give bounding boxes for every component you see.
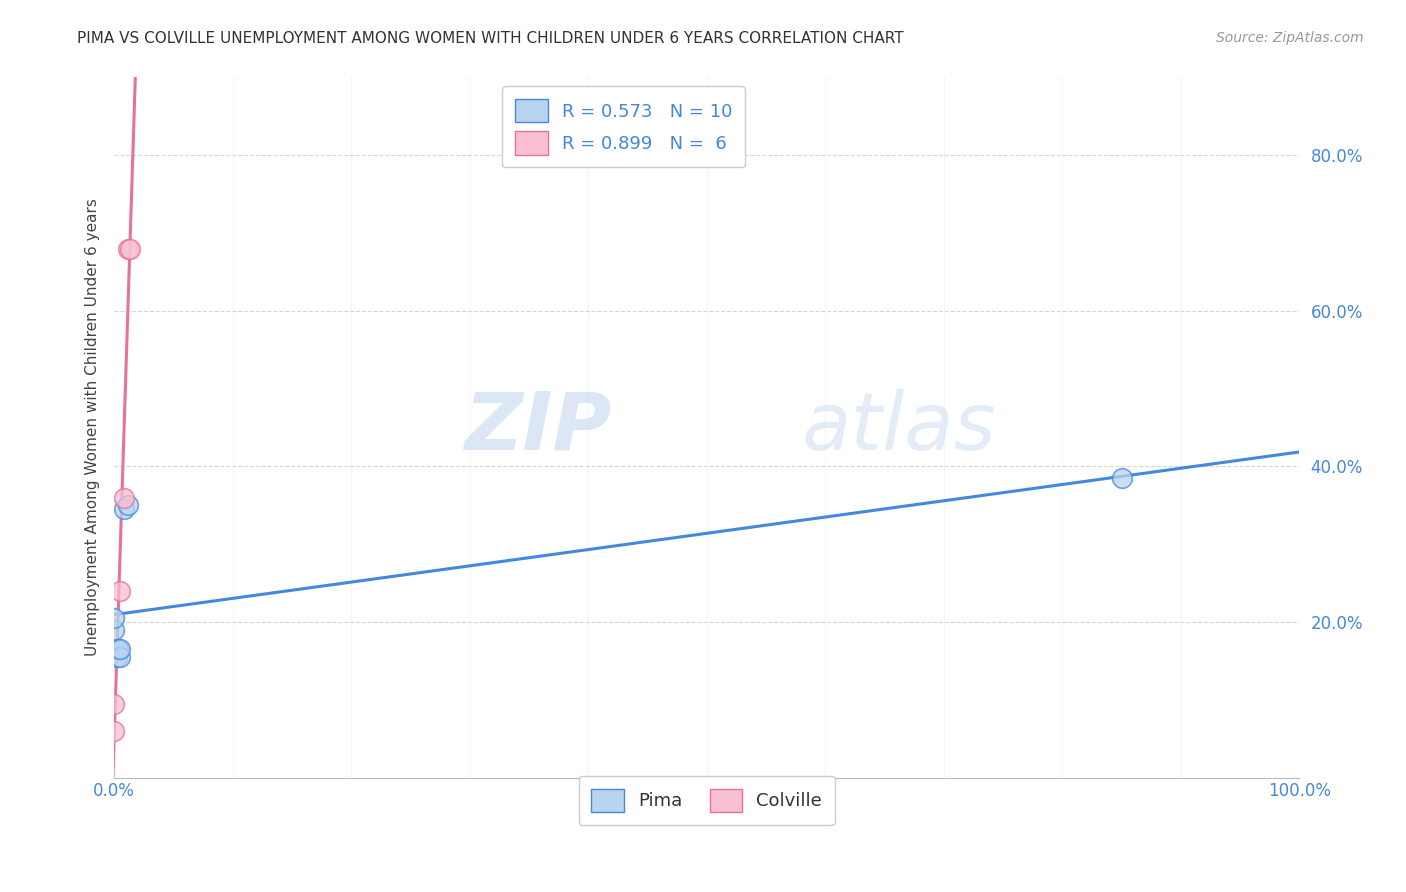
Point bbox=[103, 697, 125, 711]
Point bbox=[1111, 471, 1133, 485]
Point bbox=[107, 642, 129, 657]
Point bbox=[117, 242, 139, 256]
Point bbox=[108, 650, 131, 665]
Text: PIMA VS COLVILLE UNEMPLOYMENT AMONG WOMEN WITH CHILDREN UNDER 6 YEARS CORRELATIO: PIMA VS COLVILLE UNEMPLOYMENT AMONG WOME… bbox=[77, 31, 904, 46]
Point bbox=[117, 498, 139, 512]
Point bbox=[108, 583, 131, 598]
Point bbox=[103, 723, 125, 738]
Text: ZIP: ZIP bbox=[464, 389, 612, 467]
Legend: Pima, Colville: Pima, Colville bbox=[579, 776, 835, 824]
Point bbox=[103, 623, 125, 637]
Point bbox=[112, 502, 135, 516]
Point bbox=[108, 642, 131, 657]
Text: Source: ZipAtlas.com: Source: ZipAtlas.com bbox=[1216, 31, 1364, 45]
Point bbox=[118, 242, 141, 256]
Point bbox=[107, 642, 129, 657]
Point bbox=[105, 650, 128, 665]
Point bbox=[112, 491, 135, 505]
Y-axis label: Unemployment Among Women with Children Under 6 years: Unemployment Among Women with Children U… bbox=[86, 199, 100, 657]
Text: atlas: atlas bbox=[801, 389, 997, 467]
Point bbox=[103, 611, 125, 625]
